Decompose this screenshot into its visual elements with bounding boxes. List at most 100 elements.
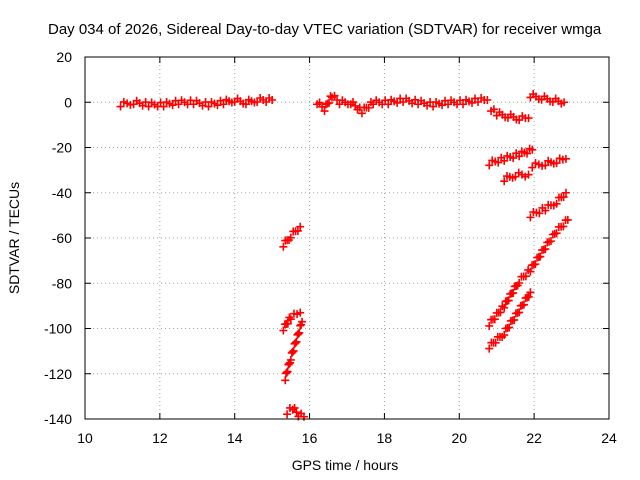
data-point — [500, 303, 509, 312]
data-point — [559, 222, 568, 231]
data-point — [485, 321, 494, 330]
data-point — [325, 98, 334, 107]
series-arc-12 — [279, 308, 305, 335]
series-arc-3 — [487, 105, 533, 125]
data-point — [283, 410, 292, 419]
data-point — [490, 315, 499, 324]
data-point — [541, 206, 550, 215]
data-point — [253, 97, 262, 106]
data-point — [262, 97, 271, 106]
data-point — [290, 403, 299, 412]
y-tick-label: -80 — [52, 275, 72, 291]
series-arc-9 — [485, 215, 572, 330]
data-point — [364, 103, 373, 112]
data-point — [279, 326, 288, 335]
x-tick-label: 10 — [77, 430, 93, 446]
data-point — [283, 367, 292, 376]
data-point — [552, 159, 561, 168]
data-point — [526, 288, 535, 297]
data-point — [279, 242, 288, 251]
series-arc-13 — [281, 317, 307, 385]
data-point — [505, 323, 514, 332]
gridlines — [85, 57, 609, 419]
data-point — [474, 97, 482, 106]
data-point — [298, 317, 307, 326]
x-tick-label: 20 — [451, 430, 467, 446]
series-arc-2 — [313, 91, 492, 118]
data-point — [282, 368, 291, 377]
data-point — [213, 101, 222, 110]
y-tick-label: -140 — [44, 411, 72, 427]
data-point — [509, 154, 518, 163]
data-series — [116, 90, 572, 421]
data-point — [524, 114, 533, 123]
data-point — [159, 102, 168, 111]
y-tick-label: -40 — [52, 185, 72, 201]
y-tick-label: -20 — [52, 140, 72, 156]
data-point — [483, 95, 492, 104]
data-point — [286, 233, 295, 242]
data-point — [289, 346, 298, 355]
data-point — [546, 237, 555, 246]
data-point — [541, 245, 550, 254]
data-point — [541, 161, 550, 170]
x-tick-label: 16 — [302, 430, 318, 446]
data-point — [393, 98, 402, 107]
data-point — [526, 213, 535, 222]
data-point — [286, 355, 295, 364]
data-point — [204, 102, 213, 111]
data-point — [523, 149, 532, 158]
data-point — [561, 188, 570, 197]
data-point — [485, 344, 494, 353]
series-arc-14 — [283, 403, 308, 421]
series-arc-7 — [528, 154, 570, 172]
data-point — [295, 328, 304, 337]
data-point — [468, 98, 477, 107]
data-point — [500, 177, 509, 186]
data-point — [524, 292, 533, 301]
data-point — [559, 193, 568, 202]
data-point — [288, 347, 297, 356]
data-point — [219, 100, 228, 109]
data-point — [296, 321, 305, 330]
y-axis-label: SDTVAR / TECUs — [6, 182, 22, 294]
x-tick-label: 12 — [152, 430, 168, 446]
data-point — [281, 376, 290, 385]
data-point — [293, 226, 302, 235]
x-tick-label: 22 — [526, 430, 542, 446]
data-point — [531, 260, 540, 269]
data-point — [489, 105, 498, 114]
data-point — [515, 308, 524, 317]
data-point — [515, 152, 524, 161]
series-arc-5 — [485, 144, 537, 170]
series-arc-8 — [526, 188, 570, 222]
data-point — [296, 308, 305, 317]
data-point — [563, 215, 572, 224]
data-point — [491, 338, 500, 347]
data-point — [560, 98, 569, 107]
data-point — [524, 170, 533, 179]
data-point — [357, 109, 366, 118]
data-point — [384, 100, 393, 109]
data-point — [510, 315, 519, 324]
x-tick-label: 18 — [377, 430, 393, 446]
chart-title: Day 034 of 2026, Sidereal Day-to-day VTE… — [48, 21, 602, 38]
x-tick-label: 24 — [601, 430, 617, 446]
data-point — [315, 98, 324, 107]
data-point — [268, 95, 277, 104]
x-tick-label: 14 — [227, 430, 243, 446]
data-point — [286, 315, 295, 324]
data-point — [485, 161, 494, 170]
data-point — [526, 267, 535, 276]
data-point — [459, 100, 468, 109]
data-point — [528, 145, 537, 154]
data-point — [296, 222, 305, 231]
x-axis-label: GPS time / hours — [292, 457, 399, 473]
y-tick-label: 0 — [64, 94, 72, 110]
data-point — [429, 102, 438, 111]
data-point — [552, 199, 561, 208]
data-point — [284, 360, 293, 369]
y-tick-label: 20 — [56, 49, 72, 65]
data-point — [561, 154, 570, 163]
